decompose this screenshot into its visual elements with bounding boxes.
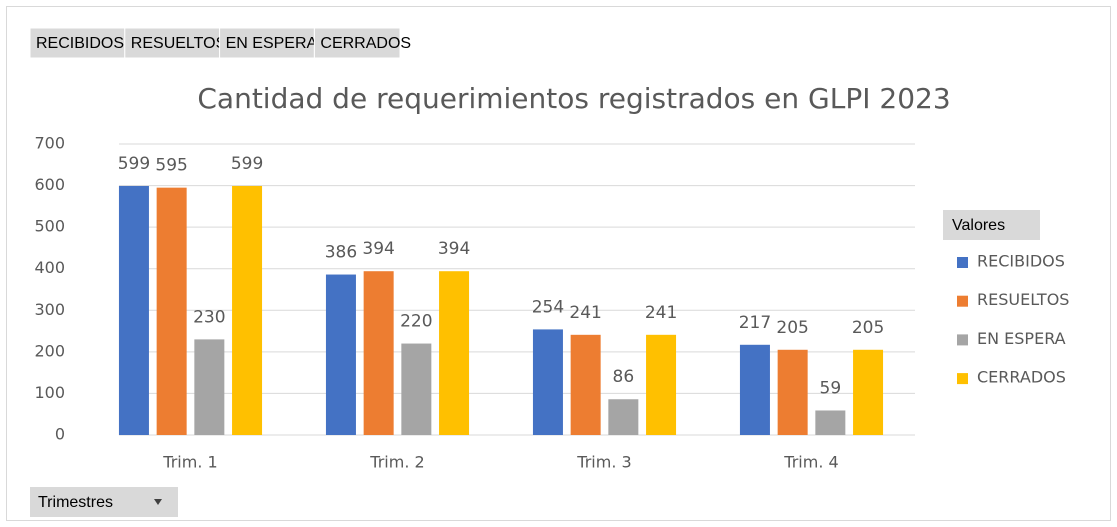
bar [363, 271, 394, 435]
y-tick-label: 200 [34, 341, 65, 360]
legend-label: CERRADOS [977, 368, 1066, 387]
bar [646, 334, 677, 435]
bar [401, 343, 432, 435]
field-button[interactable] [124, 27, 221, 59]
y-tick-label: 400 [34, 258, 65, 277]
data-label: 205 [852, 318, 884, 338]
y-tick-label: 0 [55, 425, 65, 444]
y-tick-label: 700 [34, 134, 65, 153]
data-label: 394 [438, 239, 470, 259]
legend-swatch [957, 257, 968, 268]
x-tick-label: Trim. 2 [369, 453, 424, 472]
legend-swatch [957, 334, 968, 346]
data-label: 230 [193, 307, 225, 327]
data-label: 599 [231, 154, 263, 174]
field-button-label: RECIBIDOS [36, 35, 124, 52]
legend-label: RESUELTOS [977, 290, 1069, 309]
data-label: 254 [532, 297, 564, 317]
bar [570, 334, 601, 435]
legend-swatch [957, 373, 968, 385]
data-label: 599 [118, 154, 150, 174]
legend-title: Valores [952, 217, 1005, 234]
bar [325, 274, 356, 435]
axis-field-label: Trimestres [38, 494, 113, 511]
data-label: 217 [739, 313, 771, 333]
y-tick-label: 600 [34, 175, 65, 194]
field-button[interactable] [313, 27, 401, 59]
bar [853, 349, 884, 435]
field-button-label: EN ESPERA [226, 35, 318, 52]
data-label: 595 [155, 156, 187, 176]
data-label: 86 [613, 367, 635, 387]
bar [118, 185, 149, 435]
field-button-label: CERRADOS [320, 35, 411, 52]
data-label: 205 [776, 318, 808, 338]
legend-swatch [957, 295, 968, 307]
data-label: 386 [325, 243, 357, 263]
y-tick-label: 500 [34, 217, 65, 236]
data-label: 59 [820, 378, 842, 398]
chart-title: Cantidad de requerimientos registrados e… [197, 82, 950, 115]
y-tick-label: 100 [34, 383, 65, 402]
x-tick-label: Trim. 3 [576, 453, 631, 472]
field-button[interactable] [219, 27, 315, 59]
bar [777, 349, 808, 435]
bar [156, 187, 187, 435]
legend-label: EN ESPERA [977, 329, 1066, 348]
dropdown-arrow [154, 499, 162, 505]
x-tick-label: Trim. 1 [162, 453, 217, 472]
data-label: 394 [362, 239, 394, 259]
bar [608, 399, 639, 435]
bar [439, 271, 470, 435]
field-button-label: RESUELTOS [131, 35, 226, 52]
bar [739, 344, 770, 435]
data-label: 241 [645, 303, 677, 323]
bar [232, 185, 263, 435]
data-label: 241 [569, 303, 601, 323]
axis-field-button[interactable] [30, 487, 178, 517]
legend-title-box [943, 210, 1040, 240]
bar [194, 339, 225, 435]
bar [532, 329, 563, 435]
bar [815, 410, 846, 435]
data-label: 220 [400, 312, 432, 332]
y-tick-label: 300 [34, 300, 65, 319]
legend-label: RECIBIDOS [977, 252, 1065, 271]
x-tick-label: Trim. 4 [783, 453, 838, 472]
